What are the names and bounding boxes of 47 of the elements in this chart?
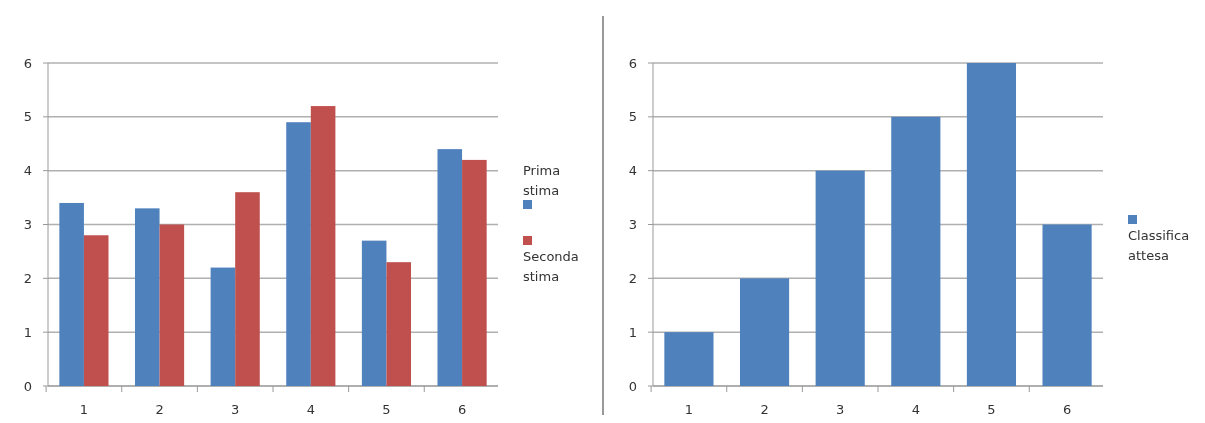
bar — [815, 170, 865, 386]
y-tick-label: 5 — [628, 109, 638, 125]
y-tick-label: 6 — [628, 55, 638, 71]
y-tick-label: 1 — [23, 324, 33, 340]
y-tick-label: 0 — [23, 378, 33, 394]
bar — [891, 116, 941, 386]
x-tick-label: 3 — [836, 402, 845, 417]
x-tick-label: 1 — [684, 402, 694, 417]
bar — [739, 278, 790, 386]
bar — [361, 240, 387, 386]
y-tick-label: 3 — [628, 217, 638, 233]
bar — [437, 149, 463, 386]
y-tick-label: 4 — [628, 163, 638, 179]
x-tick-label: 4 — [306, 402, 315, 417]
x-tick-label: 2 — [155, 402, 164, 417]
bar — [83, 235, 109, 386]
x-tick-label: 3 — [231, 402, 240, 417]
bar — [59, 202, 84, 386]
bar — [966, 63, 1017, 386]
bar — [235, 192, 260, 386]
y-tick-label: 2 — [23, 270, 33, 286]
x-tick-label: 2 — [760, 402, 769, 417]
text: Prima stima — [523, 163, 561, 198]
x-tick-label: 5 — [382, 402, 391, 417]
bar — [386, 262, 412, 386]
y-tick-label: 2 — [628, 270, 638, 286]
bar — [310, 106, 336, 386]
bar — [1042, 224, 1092, 386]
bar — [134, 208, 160, 386]
bar — [210, 267, 236, 386]
bar — [664, 332, 714, 386]
y-tick-label: 3 — [23, 217, 33, 233]
x-tick-label: 6 — [1062, 402, 1072, 417]
legend-label: Classifica attesa — [1128, 228, 1190, 263]
y-tick-label: 0 — [628, 378, 638, 394]
x-tick-label: 1 — [79, 402, 89, 417]
x-tick-label: 4 — [911, 402, 920, 417]
legend-label: Seconda stima — [523, 249, 579, 284]
bar — [159, 224, 185, 386]
x-tick-label: 5 — [987, 402, 996, 417]
y-tick-label: 4 — [23, 163, 33, 179]
x-tick-label: 6 — [457, 402, 467, 417]
y-tick-label: 5 — [23, 109, 33, 125]
y-tick-label: 1 — [628, 324, 638, 340]
y-tick-label: 6 — [23, 55, 33, 71]
bar — [286, 122, 311, 386]
bar — [462, 159, 487, 386]
